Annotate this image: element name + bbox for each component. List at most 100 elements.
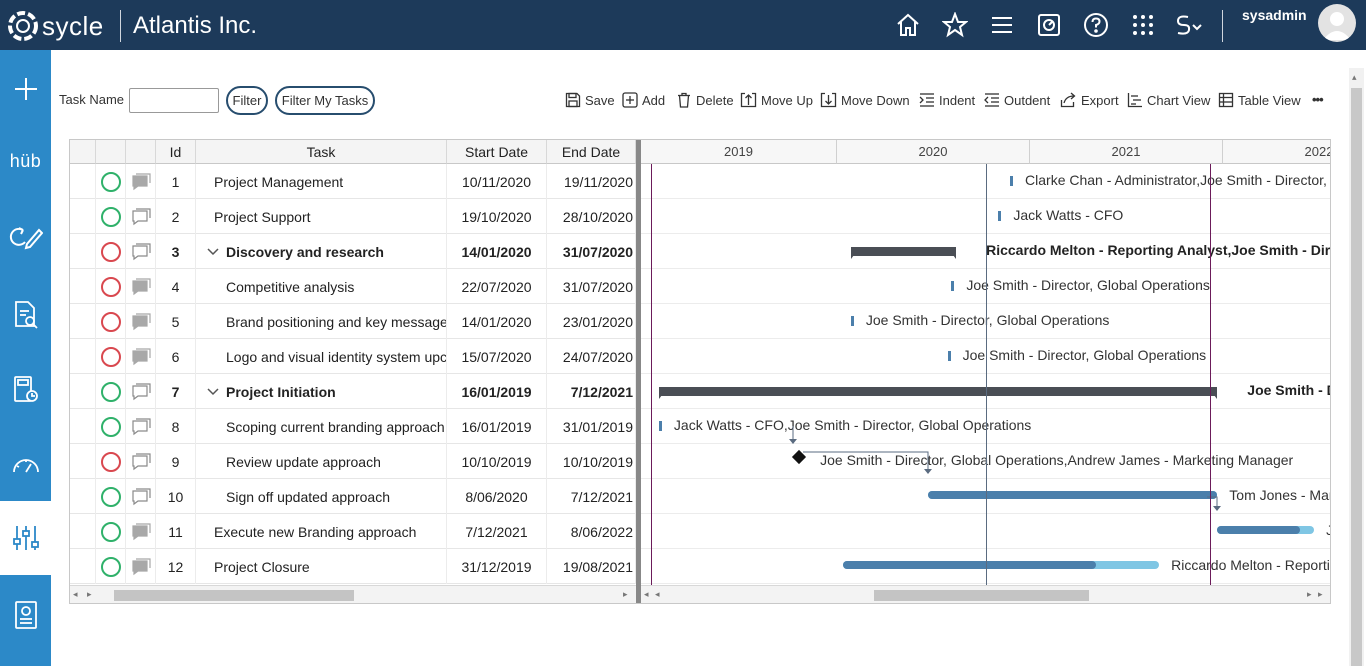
sidebar-item-add[interactable]: [0, 52, 51, 126]
username[interactable]: sysadmin: [1242, 7, 1307, 23]
comments-cell[interactable]: [126, 269, 156, 304]
start-date[interactable]: 15/07/2020: [447, 339, 547, 374]
task-name-cell[interactable]: Project Management: [196, 164, 447, 199]
indent-button[interactable]: Indent: [919, 92, 975, 108]
header-start-date[interactable]: Start Date: [447, 140, 547, 164]
task-name-cell[interactable]: Competitive analysis: [196, 269, 447, 304]
chevron-down-icon[interactable]: [206, 247, 220, 257]
table-view-button[interactable]: Table View: [1218, 92, 1301, 108]
row-drag-handle[interactable]: [70, 234, 96, 269]
start-date[interactable]: 22/07/2020: [447, 269, 547, 304]
scroll-right-icon[interactable]: ▸: [1318, 589, 1323, 599]
task-name-cell[interactable]: Project Initiation: [196, 374, 447, 409]
start-date[interactable]: 19/10/2020: [447, 199, 547, 234]
status-cell[interactable]: [96, 374, 126, 409]
page-vscroll[interactable]: ▴: [1349, 68, 1364, 666]
avatar[interactable]: [1318, 4, 1356, 42]
task-bar[interactable]: [850, 316, 854, 326]
menu-icon[interactable]: [987, 10, 1017, 40]
pane-splitter[interactable]: [636, 140, 641, 603]
comments-cell[interactable]: [126, 234, 156, 269]
scroll-left-icon[interactable]: ◂: [644, 589, 649, 599]
task-name-cell[interactable]: Brand positioning and key message: [196, 304, 447, 339]
logo[interactable]: sycle: [6, 9, 104, 43]
outdent-button[interactable]: Outdent: [984, 92, 1050, 108]
table-row[interactable]: 4 Competitive analysis 22/07/2020 31/07/202…: [70, 269, 636, 304]
end-date[interactable]: 19/08/2021: [547, 549, 636, 584]
chart-view-button[interactable]: Chart View: [1127, 92, 1210, 108]
status-cell[interactable]: [96, 304, 126, 339]
end-date[interactable]: 28/10/2020: [547, 199, 636, 234]
header-end-date[interactable]: End Date: [547, 140, 636, 164]
scroll-up-icon[interactable]: ▴: [1352, 72, 1357, 82]
table-row[interactable]: 1 Project Management 10/11/2020 19/11/2020: [70, 164, 636, 199]
help-icon[interactable]: [1081, 10, 1111, 40]
start-date[interactable]: 10/10/2019: [447, 444, 547, 479]
end-date[interactable]: 23/01/2020: [547, 304, 636, 339]
task-bar[interactable]: [843, 561, 1096, 569]
end-date[interactable]: 19/11/2020: [547, 164, 636, 199]
task-bar[interactable]: [947, 351, 951, 361]
row-drag-handle[interactable]: [70, 164, 96, 199]
task-bar[interactable]: [1217, 526, 1300, 534]
chart-hscroll-thumb[interactable]: [874, 590, 1089, 601]
comments-cell[interactable]: [126, 409, 156, 444]
status-cell[interactable]: [96, 339, 126, 374]
scroll-right-icon[interactable]: ▸: [623, 589, 628, 599]
apps-grid-icon[interactable]: [1128, 10, 1158, 40]
table-row[interactable]: 7 Project Initiation 16/01/2019 7/12/2021: [70, 374, 636, 409]
sidebar-item-edit-cycle[interactable]: [0, 200, 51, 274]
sidebar-item-search-document[interactable]: [0, 278, 51, 352]
task-name-cell[interactable]: Project Closure: [196, 549, 447, 584]
row-drag-handle[interactable]: [70, 199, 96, 234]
end-date[interactable]: 24/07/2020: [547, 339, 636, 374]
summary-bar[interactable]: [850, 247, 957, 256]
table-row[interactable]: 12 Project Closure 31/12/2019 19/08/2021: [70, 549, 636, 584]
row-drag-handle[interactable]: [70, 269, 96, 304]
task-name-input[interactable]: [129, 88, 219, 113]
more-options-button[interactable]: •••: [1312, 92, 1324, 107]
filter-my-tasks-button[interactable]: Filter My Tasks: [275, 86, 375, 115]
status-cell[interactable]: [96, 479, 126, 514]
comments-cell[interactable]: [126, 549, 156, 584]
move-up-button[interactable]: Move Up: [740, 92, 813, 108]
row-drag-handle[interactable]: [70, 444, 96, 479]
table-row[interactable]: 2 Project Support 19/10/2020 28/10/2020: [70, 199, 636, 234]
task-name-cell[interactable]: Discovery and research: [196, 234, 447, 269]
table-row[interactable]: 9 Review update approach 10/10/2019 10/10/2…: [70, 444, 636, 479]
start-date[interactable]: 8/06/2020: [447, 479, 547, 514]
filter-button[interactable]: Filter: [226, 86, 268, 115]
dashboard-icon[interactable]: [1034, 10, 1064, 40]
status-cell[interactable]: [96, 164, 126, 199]
start-date[interactable]: 10/11/2020: [447, 164, 547, 199]
table-hscroll-thumb[interactable]: [114, 590, 354, 601]
start-date[interactable]: 14/01/2020: [447, 234, 547, 269]
comments-cell[interactable]: [126, 444, 156, 479]
table-row[interactable]: 6 Logo and visual identity system upc 15/0…: [70, 339, 636, 374]
task-name-cell[interactable]: Scoping current branding approach: [196, 409, 447, 444]
script-icon[interactable]: [1174, 10, 1204, 40]
end-date[interactable]: 8/06/2022: [547, 514, 636, 549]
sidebar-item-gauge[interactable]: [0, 428, 51, 502]
add-button[interactable]: Add: [622, 92, 665, 108]
header-task[interactable]: Task: [196, 140, 447, 164]
header-id[interactable]: Id: [156, 140, 196, 164]
row-drag-handle[interactable]: [70, 514, 96, 549]
task-bar[interactable]: [1010, 176, 1014, 186]
task-name-cell[interactable]: Logo and visual identity system upc: [196, 339, 447, 374]
page-vscroll-thumb[interactable]: [1351, 88, 1362, 666]
summary-bar[interactable]: [658, 387, 1218, 396]
task-bar[interactable]: [998, 211, 1002, 221]
chart-hscroll[interactable]: ◂ ◂ ▸ ▸: [641, 585, 1330, 603]
table-row[interactable]: 8 Scoping current branding approach 16/01/…: [70, 409, 636, 444]
task-name-cell[interactable]: Execute new Branding approach: [196, 514, 447, 549]
comments-cell[interactable]: [126, 374, 156, 409]
row-drag-handle[interactable]: [70, 479, 96, 514]
table-hscroll[interactable]: ◂ ▸ ▸: [70, 585, 636, 603]
row-drag-handle[interactable]: [70, 339, 96, 374]
table-row[interactable]: 11 Execute new Branding approach 7/12/2021…: [70, 514, 636, 549]
task-bar[interactable]: [928, 491, 1218, 499]
start-date[interactable]: 16/01/2019: [447, 374, 547, 409]
start-date[interactable]: 7/12/2021: [447, 514, 547, 549]
comments-cell[interactable]: [126, 164, 156, 199]
